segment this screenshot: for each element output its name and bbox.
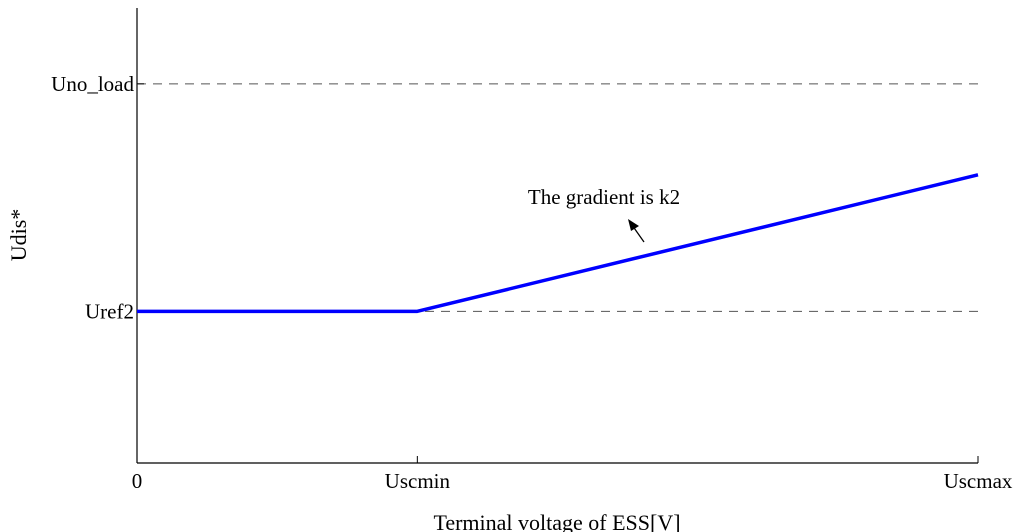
- series-line-0: [137, 173, 979, 314]
- y-tick-label-uref2: Uref2: [85, 299, 134, 323]
- reference-lines: [137, 83, 978, 312]
- axis-ticks: [136, 83, 979, 463]
- y-tick-label-uno-load: Uno_load: [51, 72, 134, 96]
- annotation-arrow: [628, 219, 645, 243]
- x-tick-label-uscmax: Uscmax: [944, 469, 1013, 493]
- x-tick-label-0: 0: [132, 469, 143, 493]
- x-tick-label-uscmin: Uscmin: [385, 469, 451, 493]
- gradient-annotation: The gradient is k2: [528, 185, 680, 209]
- x-axis-title: Terminal voltage of ESS[V]: [433, 510, 680, 532]
- y-axis-title: Udis*: [6, 209, 31, 262]
- series-group: [137, 173, 979, 314]
